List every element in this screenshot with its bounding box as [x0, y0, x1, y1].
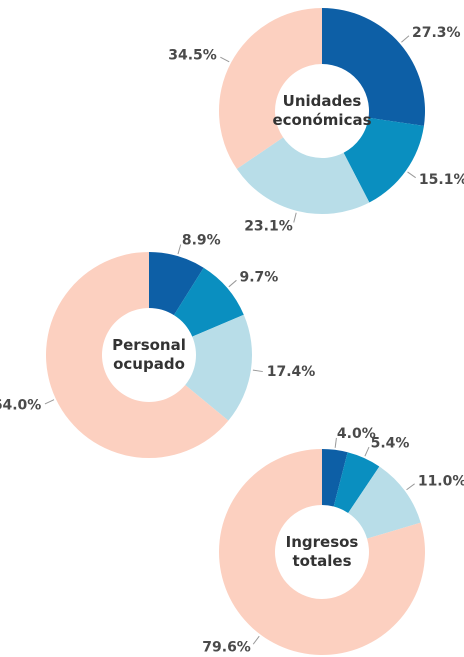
slice — [322, 8, 425, 126]
leader-line — [228, 279, 237, 288]
slice — [149, 252, 204, 316]
value-label: 4.0% — [337, 426, 376, 442]
slice — [343, 117, 424, 203]
leader-line — [293, 212, 297, 223]
leader-line — [401, 35, 410, 43]
leader-line — [364, 446, 370, 457]
center-label: económicas — [272, 111, 371, 129]
center-label: totales — [292, 552, 351, 570]
slice — [333, 452, 380, 513]
leader-line — [334, 437, 337, 448]
slice — [185, 314, 252, 421]
leader-line — [220, 56, 230, 63]
value-label: 11.0% — [418, 473, 464, 489]
value-label: 17.4% — [267, 364, 316, 380]
value-label: 15.1% — [419, 172, 464, 188]
value-label: 9.7% — [239, 270, 278, 286]
value-label: 64.0% — [0, 398, 41, 414]
center-label: ocupado — [113, 355, 185, 373]
value-label: 34.5% — [168, 47, 217, 63]
center-label: Unidades — [283, 92, 362, 110]
slice — [45, 252, 229, 458]
slice — [219, 8, 322, 169]
slice — [218, 449, 426, 655]
leader-line — [177, 244, 182, 255]
center-label: Personal — [112, 336, 186, 354]
slice — [236, 137, 370, 215]
value-label: 79.6% — [202, 639, 251, 655]
leader-line — [407, 171, 416, 179]
center-label: Ingresos — [286, 533, 359, 551]
value-label: 27.3% — [412, 25, 461, 41]
value-label: 23.1% — [244, 218, 293, 234]
leader-line — [252, 635, 260, 645]
slice — [322, 449, 348, 507]
value-label: 8.9% — [182, 233, 221, 249]
leader-line — [252, 369, 263, 373]
slice — [348, 466, 421, 539]
slice — [173, 267, 244, 337]
leader-line — [406, 483, 415, 491]
value-label: 5.4% — [371, 435, 410, 451]
leader-line — [44, 399, 55, 405]
